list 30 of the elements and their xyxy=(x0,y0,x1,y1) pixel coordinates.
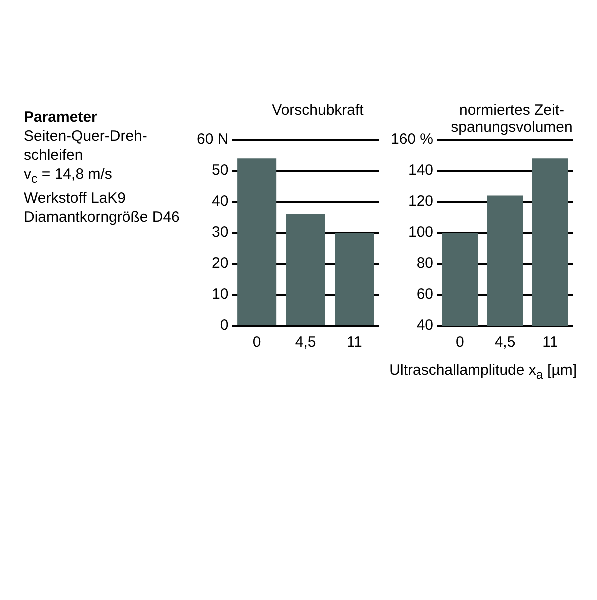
x-tick-label: 4,5 xyxy=(494,334,516,352)
y-tick-label: 20 xyxy=(212,255,229,272)
y-tick-label: 80 xyxy=(416,255,434,272)
text: Diamantkorngröße D46 xyxy=(24,208,181,227)
x-tick-label: 0 xyxy=(456,334,464,352)
y-tick-label: 40 xyxy=(212,193,229,210)
bar xyxy=(335,233,374,325)
y-tick-label: 40 xyxy=(416,317,434,334)
x-axis-title: Ultraschallamplitude x$_{a}$ [µm] xyxy=(388,362,577,382)
text: v$_{c}$ = 14,8 m/s xyxy=(24,165,114,188)
text: Parameter xyxy=(24,108,98,127)
bar xyxy=(238,158,277,325)
y-tick-label: 30 xyxy=(212,224,229,242)
y-tick-label: 120 xyxy=(408,193,434,210)
y-tick-label: 0 xyxy=(220,317,229,334)
chart-title: Vorschubkraft xyxy=(271,102,365,119)
y-tick-label: 60 xyxy=(416,286,434,304)
y-tick-label: 60 N xyxy=(196,131,229,148)
y-tick-label: 10 xyxy=(212,286,229,304)
y-tick-label: 50 xyxy=(212,162,229,180)
text: Werkstoff LaK9 xyxy=(24,189,127,208)
y-tick-label: 140 xyxy=(408,162,434,180)
bar xyxy=(286,214,326,325)
y-tick-label: 100 xyxy=(408,224,434,242)
x-tick-label: 4,5 xyxy=(295,334,316,352)
x-tick-label: 11 xyxy=(542,334,558,352)
chart-title: normiertes Zeit-spanungsvolumen xyxy=(450,102,574,136)
x-tick-label: 0 xyxy=(252,334,262,352)
y-tick-label: 160 % xyxy=(390,131,434,148)
x-tick-label: 11 xyxy=(346,334,362,352)
